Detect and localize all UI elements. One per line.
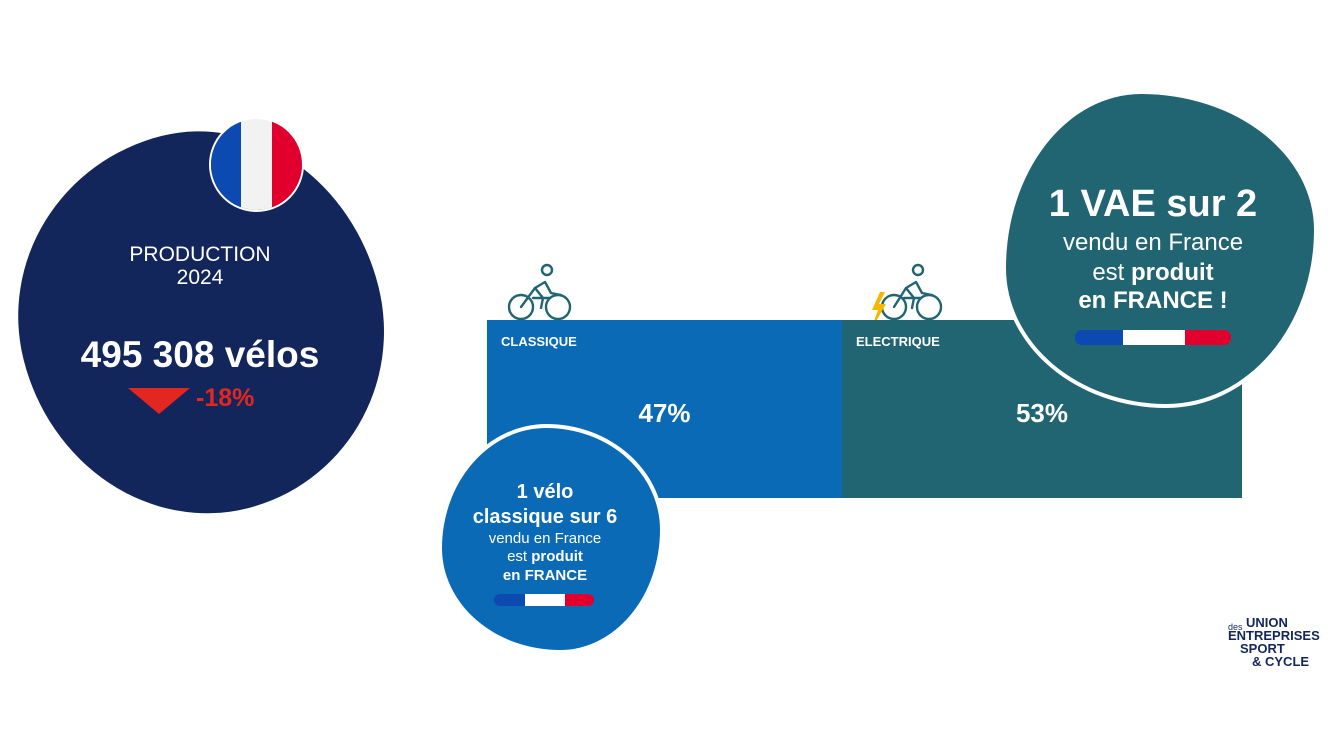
classique-callout-blob (438, 424, 664, 654)
vae-line1: vendu en France (1062, 229, 1244, 256)
vae-line3: en FRANCE ! (1078, 287, 1228, 314)
vae-line2: est produit (1092, 259, 1214, 286)
production-label: PRODUCTION 2024 (129, 243, 271, 289)
flag-stripe-icon (494, 594, 594, 606)
french-flag-icon (209, 117, 304, 212)
flag-stripe-icon (1075, 330, 1231, 345)
classique-line2: est produit (507, 548, 583, 565)
bar-label-electrique: ELECTRIQUE (856, 334, 940, 349)
classique-title-line2: classique sur 6 (472, 506, 618, 528)
vae-callout-blob (1002, 90, 1318, 408)
decrease-arrow-icon (128, 388, 190, 414)
bar-value-classique: 47% (638, 398, 691, 428)
union-sport-cycle-logo: des UNION ENTREPRISES SPORT & CYCLE (1228, 615, 1320, 669)
classique-line1: vendu en France (488, 530, 602, 547)
bar-label-classique: CLASSIQUE (501, 334, 577, 349)
bar-value-electrique: 53% (1015, 398, 1069, 428)
classique-line3: en FRANCE (502, 567, 588, 584)
production-change: -18% (196, 384, 255, 412)
production-value: 495 308 vélos (80, 334, 320, 375)
vae-title: 1 VAE sur 2 (1048, 183, 1258, 225)
cyclist-icon (507, 263, 572, 321)
classique-title-line1: 1 vélo (516, 481, 574, 503)
